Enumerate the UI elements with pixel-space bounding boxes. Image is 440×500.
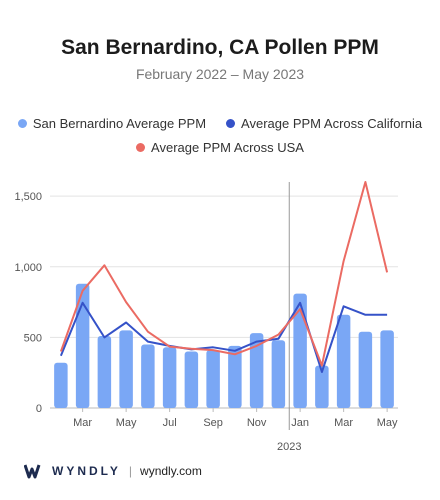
bar	[293, 293, 307, 408]
x-tick-label: Nov	[247, 417, 267, 429]
bar	[97, 335, 112, 408]
x-tick-label: Jul	[163, 417, 177, 429]
legend-row-1: San Bernardino Average PPM Average PPM A…	[0, 116, 440, 131]
bar	[162, 347, 177, 408]
y-tick-label: 500	[24, 332, 42, 344]
bar	[228, 345, 242, 408]
chart-title: San Bernardino, CA Pollen PPM	[61, 36, 379, 59]
legend-label-usa: Average PPM Across USA	[151, 140, 304, 155]
x-tick-label: May	[116, 417, 137, 429]
bar	[315, 365, 329, 408]
bar	[184, 351, 199, 408]
x-tick-label: Mar	[73, 417, 92, 429]
bar	[206, 350, 220, 408]
footer: WYNDLY | wyndly.com	[24, 463, 202, 479]
site-link[interactable]: wyndly.com	[140, 464, 202, 478]
legend-label-california: Average PPM Across California	[241, 116, 423, 131]
legend-dot-california	[226, 119, 236, 128]
y-tick-label: 1,000	[14, 262, 42, 274]
bar	[54, 362, 68, 408]
bar	[271, 340, 286, 408]
legend-item-california: Average PPM Across California	[226, 116, 422, 131]
legend-item-san-bernardino: San Bernardino Average PPM	[17, 116, 207, 131]
x-tick-label: May	[377, 417, 398, 429]
y-tick-label: 1,500	[14, 191, 42, 203]
x-tick-label: Mar	[334, 417, 353, 429]
footer-separator: |	[128, 464, 133, 478]
bar	[336, 314, 351, 408]
california-line	[59, 301, 388, 373]
bar	[119, 330, 133, 408]
brand-name: WYNDLY	[52, 464, 121, 478]
y-tick-label: 0	[36, 403, 42, 415]
legend-dot-usa	[136, 143, 146, 152]
bar	[380, 330, 394, 408]
x-tick-label: Jan	[291, 417, 309, 429]
bar	[249, 333, 264, 408]
x-tick-label: Sep	[203, 417, 223, 429]
year-label: 2023	[277, 441, 301, 453]
wyndly-logo-icon	[24, 464, 41, 479]
usa-line	[59, 181, 389, 367]
legend-row-2: Average PPM Across USA	[0, 140, 440, 155]
chart-subtitle: February 2022 – May 2023	[135, 66, 305, 82]
legend-item-usa: Average PPM Across USA	[136, 140, 304, 155]
bar	[358, 331, 373, 408]
legend-label-san-bernardino: San Bernardino Average PPM	[32, 116, 207, 131]
bar	[75, 283, 90, 408]
legend-dot-bars	[17, 119, 27, 128]
bar	[141, 344, 155, 408]
